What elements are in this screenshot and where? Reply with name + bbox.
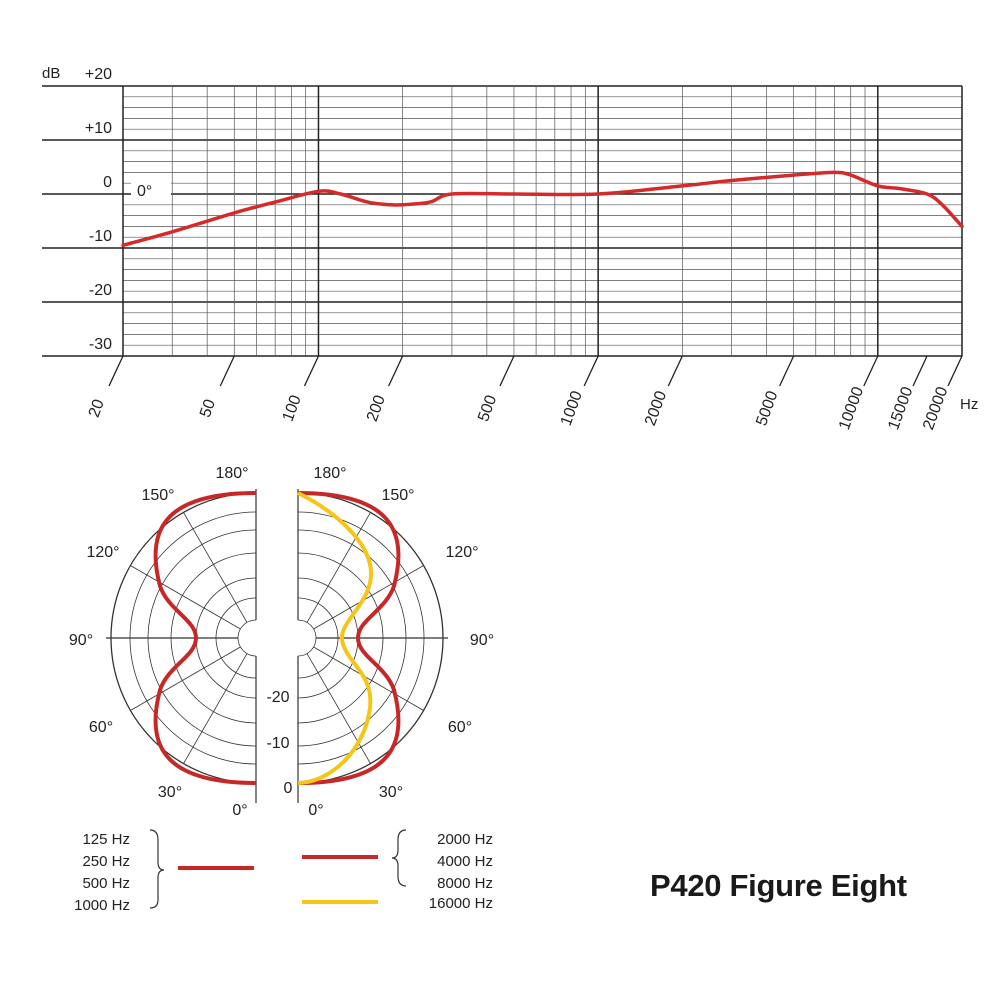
polar-radial-label: -10	[266, 735, 289, 752]
legend-brace	[149, 829, 165, 909]
polar-angle-label: 30°	[158, 784, 182, 801]
legend-label: 16000 Hz	[429, 895, 493, 912]
response-annotation-0deg: 0°	[137, 183, 152, 200]
x-tick-mark	[108, 355, 124, 387]
x-tick-mark	[779, 355, 795, 387]
hz-unit-label: Hz	[960, 396, 978, 413]
polar-spoke	[313, 646, 424, 711]
legend-label: 250 Hz	[82, 853, 130, 870]
polar-ring	[237, 619, 257, 657]
legend-brace	[391, 829, 407, 887]
y-tick-label: -20	[89, 282, 112, 299]
response-x-labels: 20 50 100 200 500 1000 2000 5000 10000 15000 20000	[86, 385, 952, 433]
polar-angle-label: 120°	[445, 544, 478, 561]
x-tick-label: 10000	[836, 385, 867, 433]
polar-curve-low-freq	[153, 491, 257, 785]
x-tick-label: 15000	[885, 385, 916, 433]
x-tick-label: 200	[364, 393, 389, 424]
legend: 125 Hz 250 Hz 500 Hz 1000 Hz 2000 Hz 4000 Hz 8…	[74, 829, 493, 914]
polar-angle-label: 180°	[313, 465, 346, 482]
legend-label: 8000 Hz	[437, 875, 493, 892]
polar-spoke	[183, 512, 248, 623]
polar-angle-label: 120°	[86, 544, 119, 561]
polar-spoke	[183, 653, 248, 764]
y-tick-label: +20	[85, 66, 112, 83]
x-tick-mark	[667, 355, 683, 387]
y-tick-label: -10	[89, 228, 112, 245]
x-tick-mark	[583, 355, 599, 387]
legend-label: 2000 Hz	[437, 831, 493, 848]
polar-angle-label: 30°	[379, 784, 403, 801]
polar-spoke	[306, 512, 371, 623]
legend-label: 4000 Hz	[437, 853, 493, 870]
polar-angle-label: 150°	[381, 487, 414, 504]
polar-angle-labels: 180° 180° 150° 150° 120° 120° 90° 90° 60° 60° 30° 3…	[69, 465, 494, 819]
response-y-labels: +20 +10 0 -10 -20 -30	[85, 66, 112, 353]
x-tick-label: 1000	[558, 389, 586, 428]
x-tick-label: 5000	[753, 389, 781, 428]
polar-spoke	[313, 565, 424, 630]
response-curve	[121, 170, 964, 248]
polar-radial-label: 0	[284, 780, 293, 797]
chart-title: P420 Figure Eight	[650, 868, 907, 903]
polar-angle-label: 0°	[308, 802, 323, 819]
y-tick-label: +10	[85, 120, 112, 137]
polar-spoke	[130, 565, 241, 630]
polar-angle-label: 90°	[69, 632, 93, 649]
x-tick-mark	[863, 355, 879, 387]
annotation-bg	[131, 176, 171, 202]
polar-spoke	[130, 646, 241, 711]
x-tick-mark	[912, 355, 928, 387]
polar-curve-16k	[297, 491, 374, 785]
polar-spoke	[306, 653, 371, 764]
legend-label: 500 Hz	[82, 875, 130, 892]
y-tick-label: -30	[89, 336, 112, 353]
x-tick-mark	[499, 355, 515, 387]
x-tick-mark	[303, 355, 320, 387]
polar-angle-label: 60°	[448, 719, 472, 736]
legend-label: 1000 Hz	[74, 897, 130, 914]
polar-radial-label: -20	[266, 689, 289, 706]
polar-ring	[297, 619, 317, 657]
polar-angle-label: 150°	[141, 487, 174, 504]
polar-radial-labels: -20 -10 0	[266, 689, 292, 797]
polar-angle-label: 180°	[215, 465, 248, 482]
response-grid	[42, 85, 963, 387]
x-tick-mark	[219, 355, 235, 387]
x-tick-label: 2000	[642, 389, 670, 428]
polar-curve-mid-freq	[297, 491, 401, 785]
x-tick-label: 50	[197, 397, 219, 420]
x-tick-label: 500	[475, 393, 500, 424]
x-tick-label: 20	[86, 397, 108, 420]
y-tick-label: 0	[103, 174, 112, 191]
polar-angle-label: 60°	[89, 719, 113, 736]
polar-angle-label: 0°	[232, 802, 247, 819]
x-tick-mark	[388, 355, 404, 387]
db-unit-label: dB	[42, 65, 60, 82]
x-tick-label: 20000	[920, 385, 951, 433]
x-tick-label: 100	[280, 393, 305, 424]
polar-angle-label: 90°	[470, 632, 494, 649]
x-tick-mark	[947, 355, 963, 387]
legend-label: 125 Hz	[82, 831, 130, 848]
